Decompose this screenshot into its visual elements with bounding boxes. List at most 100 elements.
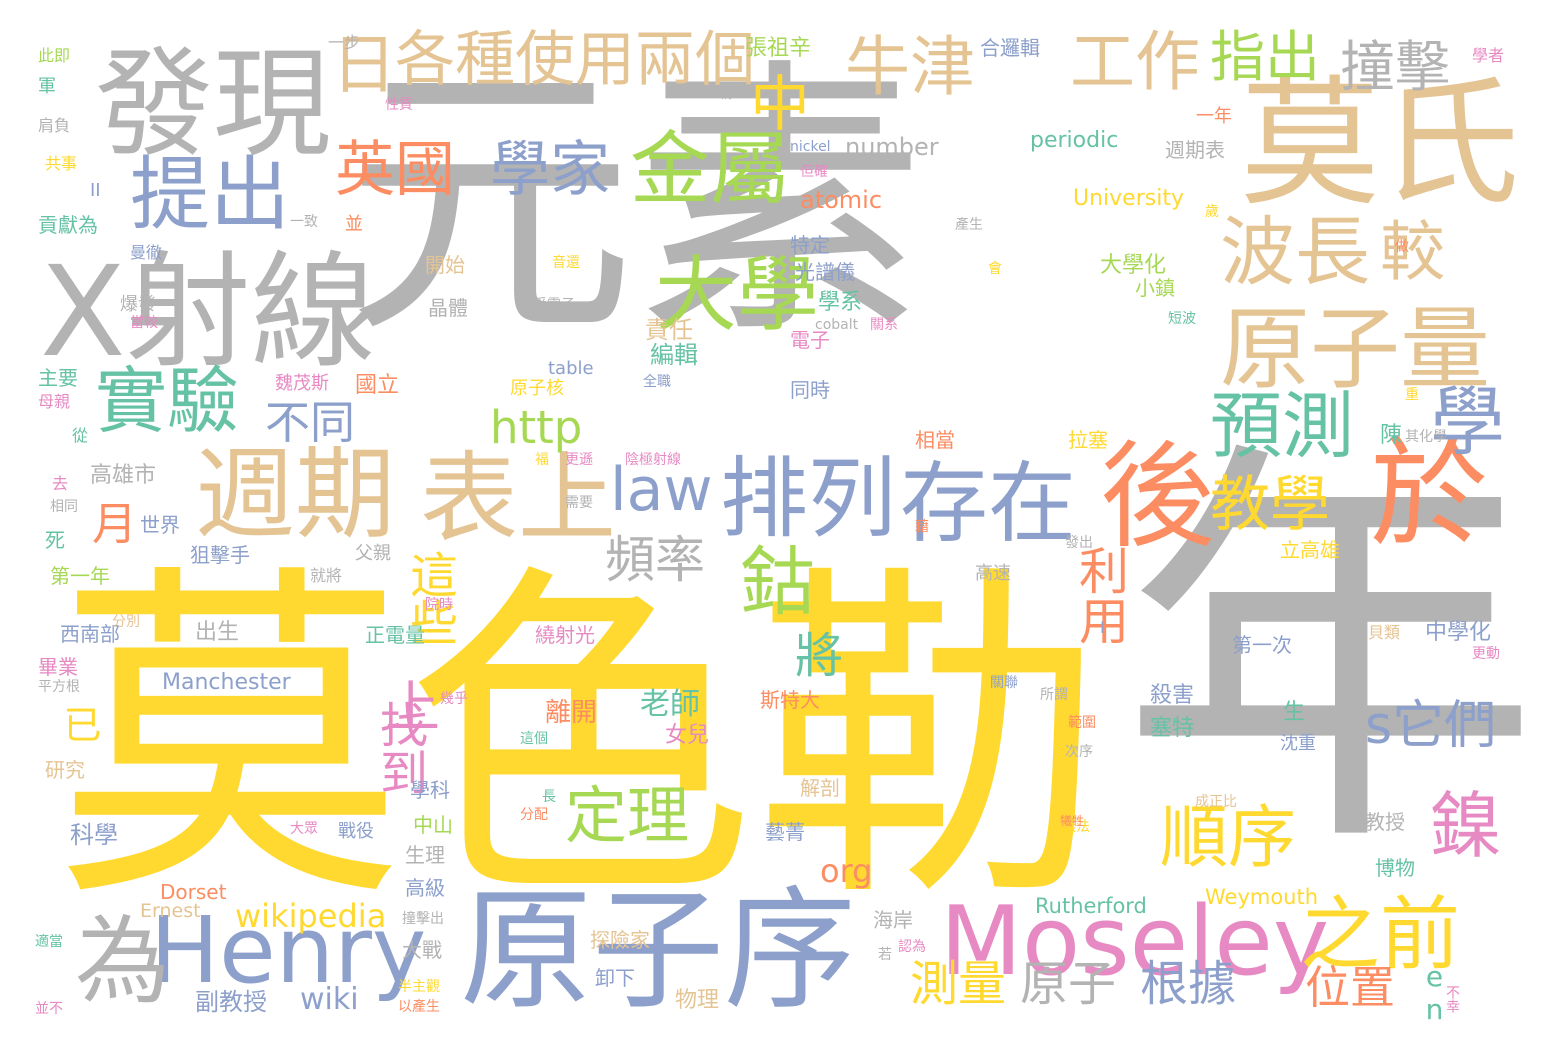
word-national: 國立 — [355, 373, 400, 398]
word-kill: 殺害 — [1150, 683, 1195, 708]
word-fu: 福 — [535, 452, 549, 468]
word-coast: 海岸 — [873, 908, 913, 932]
word-atomic: atomic — [800, 186, 883, 214]
word-periodic-table: 週期表 — [1165, 138, 1225, 162]
word-kaohsiung-2: 立高雄 — [1280, 538, 1340, 562]
word-but-indeed: 但確 — [800, 164, 828, 180]
word-sound: 音還 — [552, 255, 580, 271]
word-sequence: 次序 — [1065, 744, 1093, 760]
word-colleague: 共事 — [45, 154, 78, 173]
word-so-called: 所謂 — [1040, 687, 1068, 703]
word-unload: 卸下 — [595, 966, 635, 990]
word-set: 塞特 — [1150, 716, 1195, 741]
word-main: 主要 — [38, 366, 78, 390]
word-various: 各種 — [395, 25, 515, 95]
word-produce: 產生 — [955, 217, 983, 233]
word-birth-2: 生 — [1283, 700, 1306, 725]
word-moselle: 莫色勒 — [55, 536, 1105, 944]
word-dorset: Dorset — [160, 880, 227, 904]
word-will: 將 — [786, 630, 842, 678]
word-sniper: 狙擊手 — [190, 543, 250, 567]
word-year: 年 — [1120, 410, 1540, 899]
word-considerable: 相當 — [915, 428, 955, 452]
word-different: 不同 — [265, 396, 356, 449]
word-based-on: 根據 — [1140, 956, 1237, 1012]
word-zhongshan: 中山 — [413, 813, 453, 837]
word-its-chemistry: 其化學 — [1405, 429, 1447, 445]
word-same: 相同 — [50, 499, 78, 515]
word-responsibility: 責任 — [645, 316, 693, 344]
word-crystal: 晶體 — [428, 296, 468, 320]
word-zhang: 張祖辛 — [745, 36, 812, 61]
word-father: 父親 — [355, 543, 391, 564]
word-army: 軍 — [38, 76, 56, 97]
word-these: 這些 — [401, 550, 457, 646]
word-order: 順序 — [1160, 799, 1297, 878]
word-metal: 金屬 — [630, 123, 790, 216]
word-use: 使用 — [515, 25, 635, 95]
word-great-war: 大戰 — [402, 938, 442, 962]
word-hospital-time: 院時 — [425, 597, 453, 613]
word-work: 工作 — [1070, 25, 1201, 100]
word-almost: 幾乎 — [440, 691, 468, 707]
word-this-is: 此即 — [38, 46, 71, 65]
word-worse: 更遜 — [565, 452, 593, 468]
word-henry: Henry — [150, 897, 427, 1004]
word-yijing: 藝菁 — [765, 820, 805, 844]
word-number: number — [845, 133, 939, 161]
word-heavy-2: 重 — [1405, 387, 1419, 403]
word-editor: 編輯 — [650, 341, 698, 369]
word-jiu-jiang: 就將 — [310, 566, 343, 585]
word-manche: 曼徹 — [130, 243, 163, 262]
word-one-step: 一步 — [328, 33, 361, 52]
word-positive-charge: 正電量 — [365, 623, 425, 647]
word-shellfish: 貝類 — [1368, 623, 1401, 642]
word-meanwhile: 同時 — [790, 378, 830, 402]
word-theorem: 定理 — [565, 779, 690, 852]
word-month: 月 — [84, 500, 137, 545]
word-advanced: 高級 — [405, 876, 445, 900]
word-on-table: 表上 — [420, 442, 617, 556]
word-receive-electron: 受電子 — [533, 297, 575, 313]
word-nickel-en: nickel — [790, 139, 831, 155]
word-go: 去 — [52, 474, 69, 493]
word-start: 開始 — [425, 253, 465, 277]
word-uk: 英國 — [335, 135, 455, 205]
word-shoulder: 肩負 — [38, 116, 71, 135]
word-daughter: 女兒 — [665, 723, 710, 748]
word-high-speed: 高速 — [975, 563, 1011, 584]
word-periodic: periodic — [1030, 128, 1119, 153]
word-relationship: 關系 — [870, 317, 898, 333]
word-public: 大眾 — [290, 821, 318, 837]
word-point-out: 指出 — [1210, 25, 1321, 89]
word-by: 藉 — [915, 519, 929, 535]
word-rutherford: Rutherford — [1035, 894, 1147, 918]
word-http: http — [490, 401, 583, 454]
word-if: 若 — [878, 947, 892, 963]
word-ernest: Ernest — [140, 900, 201, 922]
word-already: 已 — [57, 705, 101, 743]
word-cobalt: 鈷 — [740, 538, 816, 626]
word-consistent: 一致 — [290, 214, 318, 230]
word-measure: 測量 — [910, 956, 1007, 1012]
word-battle: 戰役 — [338, 821, 374, 842]
word-need: 需要 — [565, 495, 593, 511]
word-proportional: 成正比 — [1195, 794, 1237, 810]
word-s-they: s它們 — [1365, 696, 1497, 756]
word-univ-chem: 大學化 — [1100, 253, 1167, 278]
word-moses: 莫氏 — [1240, 63, 1521, 226]
word-exist: 存在 — [900, 452, 1077, 555]
word-lase: 拉塞 — [1068, 428, 1108, 452]
word-called: 稱 — [720, 87, 733, 101]
word-full-time: 全職 — [643, 374, 671, 390]
word-physiology: 生理 — [405, 843, 445, 867]
word-roman-ii: II — [90, 180, 101, 201]
word-first-time: 第一次 — [1232, 633, 1292, 657]
word-org: org — [820, 852, 873, 890]
word-nucleus: 原子核 — [510, 378, 564, 399]
word-study: 學 — [1430, 378, 1506, 466]
word-will-2: 會 — [988, 261, 1002, 277]
word-spectrum: 譜 — [720, 811, 734, 827]
word-moseley: Moseley — [940, 887, 1330, 997]
